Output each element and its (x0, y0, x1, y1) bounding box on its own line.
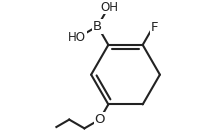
Text: B: B (93, 20, 102, 33)
Text: O: O (94, 113, 105, 126)
Text: HO: HO (68, 31, 86, 44)
Text: OH: OH (100, 1, 118, 14)
Text: F: F (150, 21, 158, 34)
